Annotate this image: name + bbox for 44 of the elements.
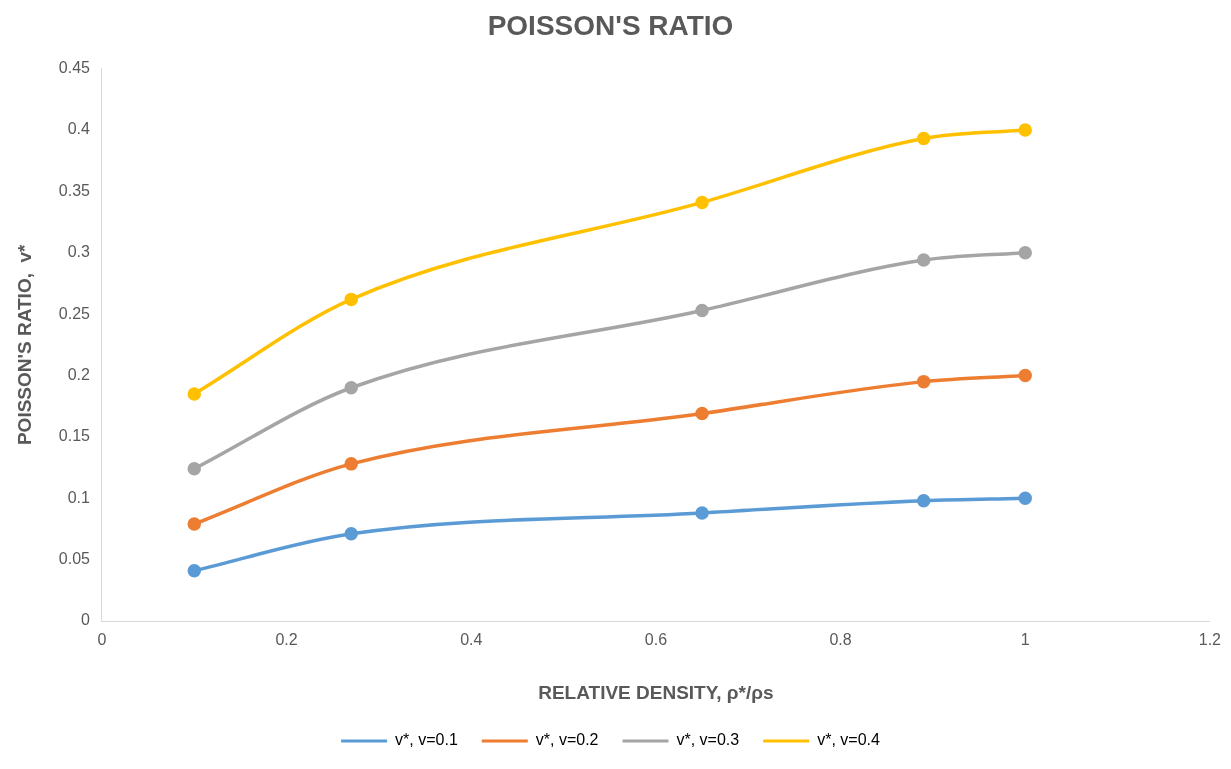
y-tick-label: 0.35 xyxy=(58,181,91,199)
point xyxy=(187,462,202,476)
point xyxy=(344,527,358,541)
point xyxy=(1018,368,1032,383)
legend-label: v*, v=0.3 xyxy=(676,731,740,749)
y-tick-label: 0.4 xyxy=(67,120,91,138)
point xyxy=(344,381,358,395)
point xyxy=(187,563,202,578)
point xyxy=(187,517,202,531)
x-tick-label: 0.2 xyxy=(275,631,298,649)
x-tick-label: 0.6 xyxy=(644,631,668,649)
point xyxy=(1018,245,1032,260)
chart-title: POISSON'S RATIO xyxy=(487,9,734,41)
y-tick-label: 0.05 xyxy=(58,550,91,568)
point xyxy=(344,457,358,471)
y-tick-label: 0 xyxy=(81,611,91,629)
point xyxy=(695,406,709,421)
x-tick-label: 1 xyxy=(1020,631,1030,649)
y-tick-label: 0.25 xyxy=(58,304,91,322)
y-tick-label: 0.1 xyxy=(67,488,91,506)
legend-label: v*, v=0.1 xyxy=(395,731,458,749)
x-tick-label: 1.2 xyxy=(1198,631,1222,649)
legend-label: v*, v=0.4 xyxy=(817,731,881,749)
point xyxy=(916,253,931,267)
x-tick-label: 0 xyxy=(97,631,107,649)
legend-label: v*, v=0.2 xyxy=(535,731,599,749)
point xyxy=(187,387,202,401)
y-tick-label: 0.2 xyxy=(67,365,91,383)
point xyxy=(916,493,931,508)
x-tick-label: 0.4 xyxy=(460,631,483,649)
y-axis-title: POISSON'S RATIO, v* xyxy=(13,243,35,446)
point xyxy=(695,506,709,520)
y-tick-label: 0.45 xyxy=(58,59,91,77)
y-tick-label: 0.15 xyxy=(58,427,91,445)
point xyxy=(916,131,931,146)
point xyxy=(916,374,931,389)
point xyxy=(1018,491,1032,505)
point xyxy=(1018,123,1032,137)
point xyxy=(695,303,709,318)
x-tick-label: 0.8 xyxy=(829,631,852,649)
x-axis-title: RELATIVE DENSITY, ρ*/ρs xyxy=(538,681,774,703)
point xyxy=(344,292,358,307)
y-tick-label: 0.3 xyxy=(67,243,91,261)
point xyxy=(695,195,709,210)
